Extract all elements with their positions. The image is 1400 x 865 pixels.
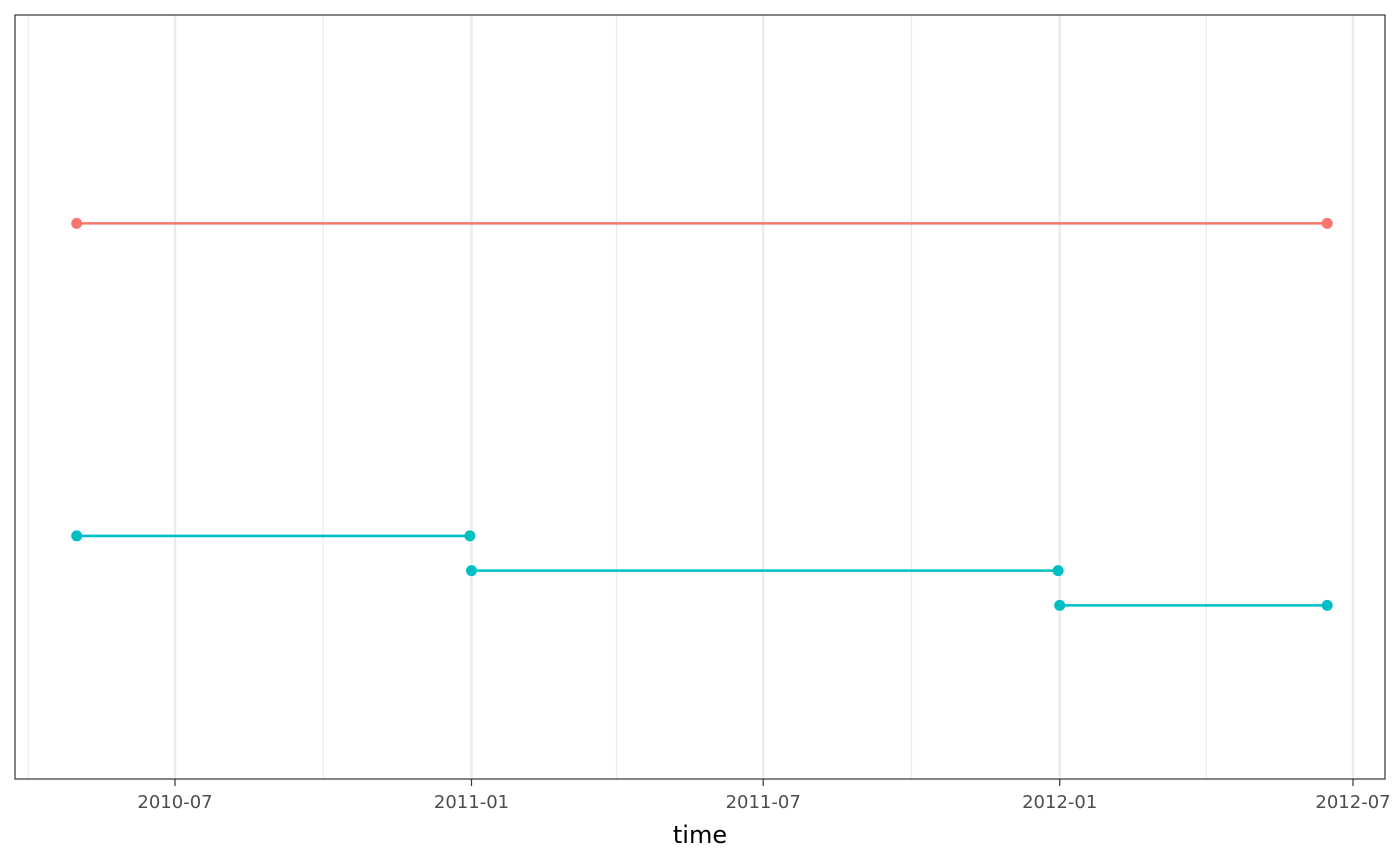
x-tick-label-3: 2012-01 <box>1022 792 1097 813</box>
series-1-segment-0-start-point <box>71 530 83 542</box>
series-1-segment-2-start-point <box>1054 599 1066 611</box>
series-0 <box>71 217 1333 229</box>
plot-marks <box>71 217 1333 611</box>
x-tick-label-1: 2011-01 <box>434 792 509 813</box>
minor-grid <box>27 15 1207 779</box>
series-0-segment-0-end-point <box>1321 217 1333 229</box>
series-1-segment-1-end-point <box>1052 565 1064 577</box>
panel-border <box>14 14 1386 780</box>
series-1 <box>71 530 1333 611</box>
x-axis-title: time <box>673 821 727 849</box>
series-1-segment-1-start-point <box>466 565 478 577</box>
series-1-segment-0-end-point <box>464 530 476 542</box>
panel-background <box>15 15 1385 779</box>
major-grid <box>173 15 1355 779</box>
series-0-segment-0-start-point <box>71 217 83 229</box>
series-1-segment-2-end-point <box>1321 599 1333 611</box>
x-tick-label-2: 2011-07 <box>726 792 801 813</box>
x-axis: 2010-07 2011-01 2011-07 2012-01 2012-07 <box>137 779 1391 813</box>
x-tick-label-0: 2010-07 <box>137 792 212 813</box>
x-tick-label-4: 2012-07 <box>1315 792 1390 813</box>
